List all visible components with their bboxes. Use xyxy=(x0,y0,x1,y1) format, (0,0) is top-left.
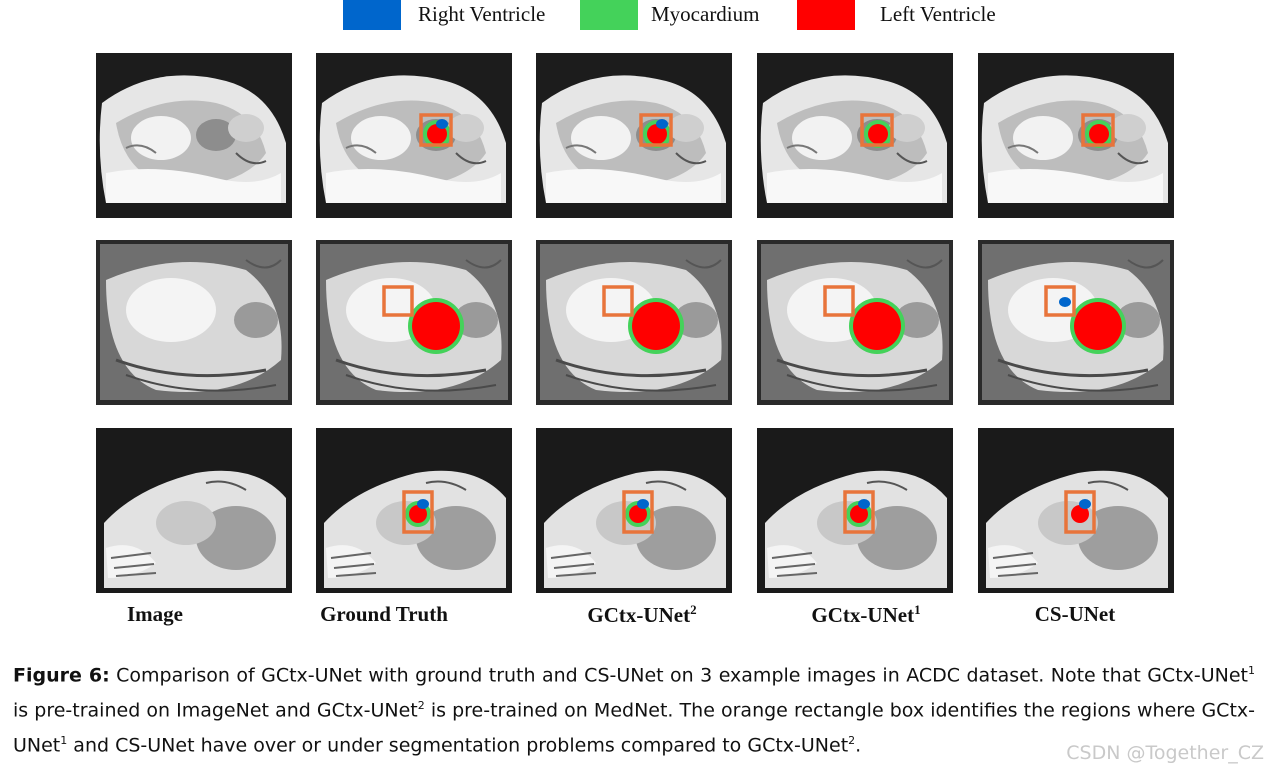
highlight-box xyxy=(860,113,894,147)
left-ventricle-mask xyxy=(853,302,901,350)
column-label-gctx-unet-1: GCtx-UNet1 xyxy=(811,602,921,627)
panel-example-1-image xyxy=(96,53,292,218)
watermark: CSDN @Together_CZ xyxy=(1066,742,1264,764)
column-label-ground-truth: Ground Truth xyxy=(320,602,448,626)
legend-label-right-ventricle: Right Ventricle xyxy=(418,2,546,26)
panel-example-2-gctx-unet-2 xyxy=(536,240,732,405)
left-ventricle-mask xyxy=(868,124,888,144)
panel-example-3-ground-truth xyxy=(316,428,512,593)
highlight-box xyxy=(823,285,855,317)
panel-example-2-cs-unet xyxy=(978,240,1174,405)
right-ventricle-mask xyxy=(1079,499,1091,509)
panel-example-3-image xyxy=(96,428,292,593)
right-ventricle-mask xyxy=(1059,297,1071,307)
left-ventricle-mask xyxy=(412,302,460,350)
highlight-box xyxy=(602,285,634,317)
left-ventricle-mask xyxy=(629,505,647,523)
legend-swatch-right-ventricle xyxy=(343,0,401,30)
legend-swatch-myocardium xyxy=(580,0,638,30)
legend-swatch-left-ventricle xyxy=(797,0,855,30)
left-ventricle-mask xyxy=(1074,302,1122,350)
panel-example-1-cs-unet xyxy=(978,53,1174,218)
highlight-box xyxy=(419,113,453,147)
figure-caption: Figure 6: Comparison of GCtx-UNet with g… xyxy=(13,664,1256,756)
panel-example-1-ground-truth xyxy=(316,53,512,218)
panel-example-1-gctx-unet-2 xyxy=(536,53,732,218)
highlight-box xyxy=(1064,490,1096,534)
legend-label-myocardium: Myocardium xyxy=(651,2,760,26)
legend-label-left-ventricle: Left Ventricle xyxy=(880,2,996,26)
column-label-gctx-unet-2: GCtx-UNet2 xyxy=(587,602,697,627)
left-ventricle-mask xyxy=(850,505,868,523)
panel-example-3-gctx-unet-1 xyxy=(757,428,953,593)
panel-example-3-cs-unet xyxy=(978,428,1174,593)
right-ventricle-mask xyxy=(417,499,429,509)
right-ventricle-mask xyxy=(858,499,870,509)
legend: Right Ventricle Myocardium Left Ventricl… xyxy=(0,0,1268,34)
panel-example-2-ground-truth xyxy=(316,240,512,405)
highlight-box xyxy=(1044,285,1076,317)
panel-example-2-gctx-unet-1 xyxy=(757,240,953,405)
left-ventricle-mask xyxy=(1071,505,1089,523)
highlight-box xyxy=(382,285,414,317)
highlight-box xyxy=(639,113,673,147)
highlight-box xyxy=(402,490,434,534)
right-ventricle-mask xyxy=(637,499,649,509)
panel-example-3-gctx-unet-2 xyxy=(536,428,732,593)
figure-label: Figure 6: xyxy=(13,664,110,687)
right-ventricle-mask xyxy=(436,119,448,129)
column-label-image: Image xyxy=(127,602,183,626)
column-label-cs-unet: CS-UNet xyxy=(1034,602,1116,626)
highlight-box xyxy=(843,490,875,534)
panel-example-2-image xyxy=(96,240,292,405)
panel-example-1-gctx-unet-1 xyxy=(757,53,953,218)
highlight-box xyxy=(622,490,654,534)
highlight-box xyxy=(1081,113,1115,147)
left-ventricle-mask xyxy=(1089,124,1109,144)
left-ventricle-mask xyxy=(632,302,680,350)
right-ventricle-mask xyxy=(656,119,668,129)
left-ventricle-mask xyxy=(409,505,427,523)
